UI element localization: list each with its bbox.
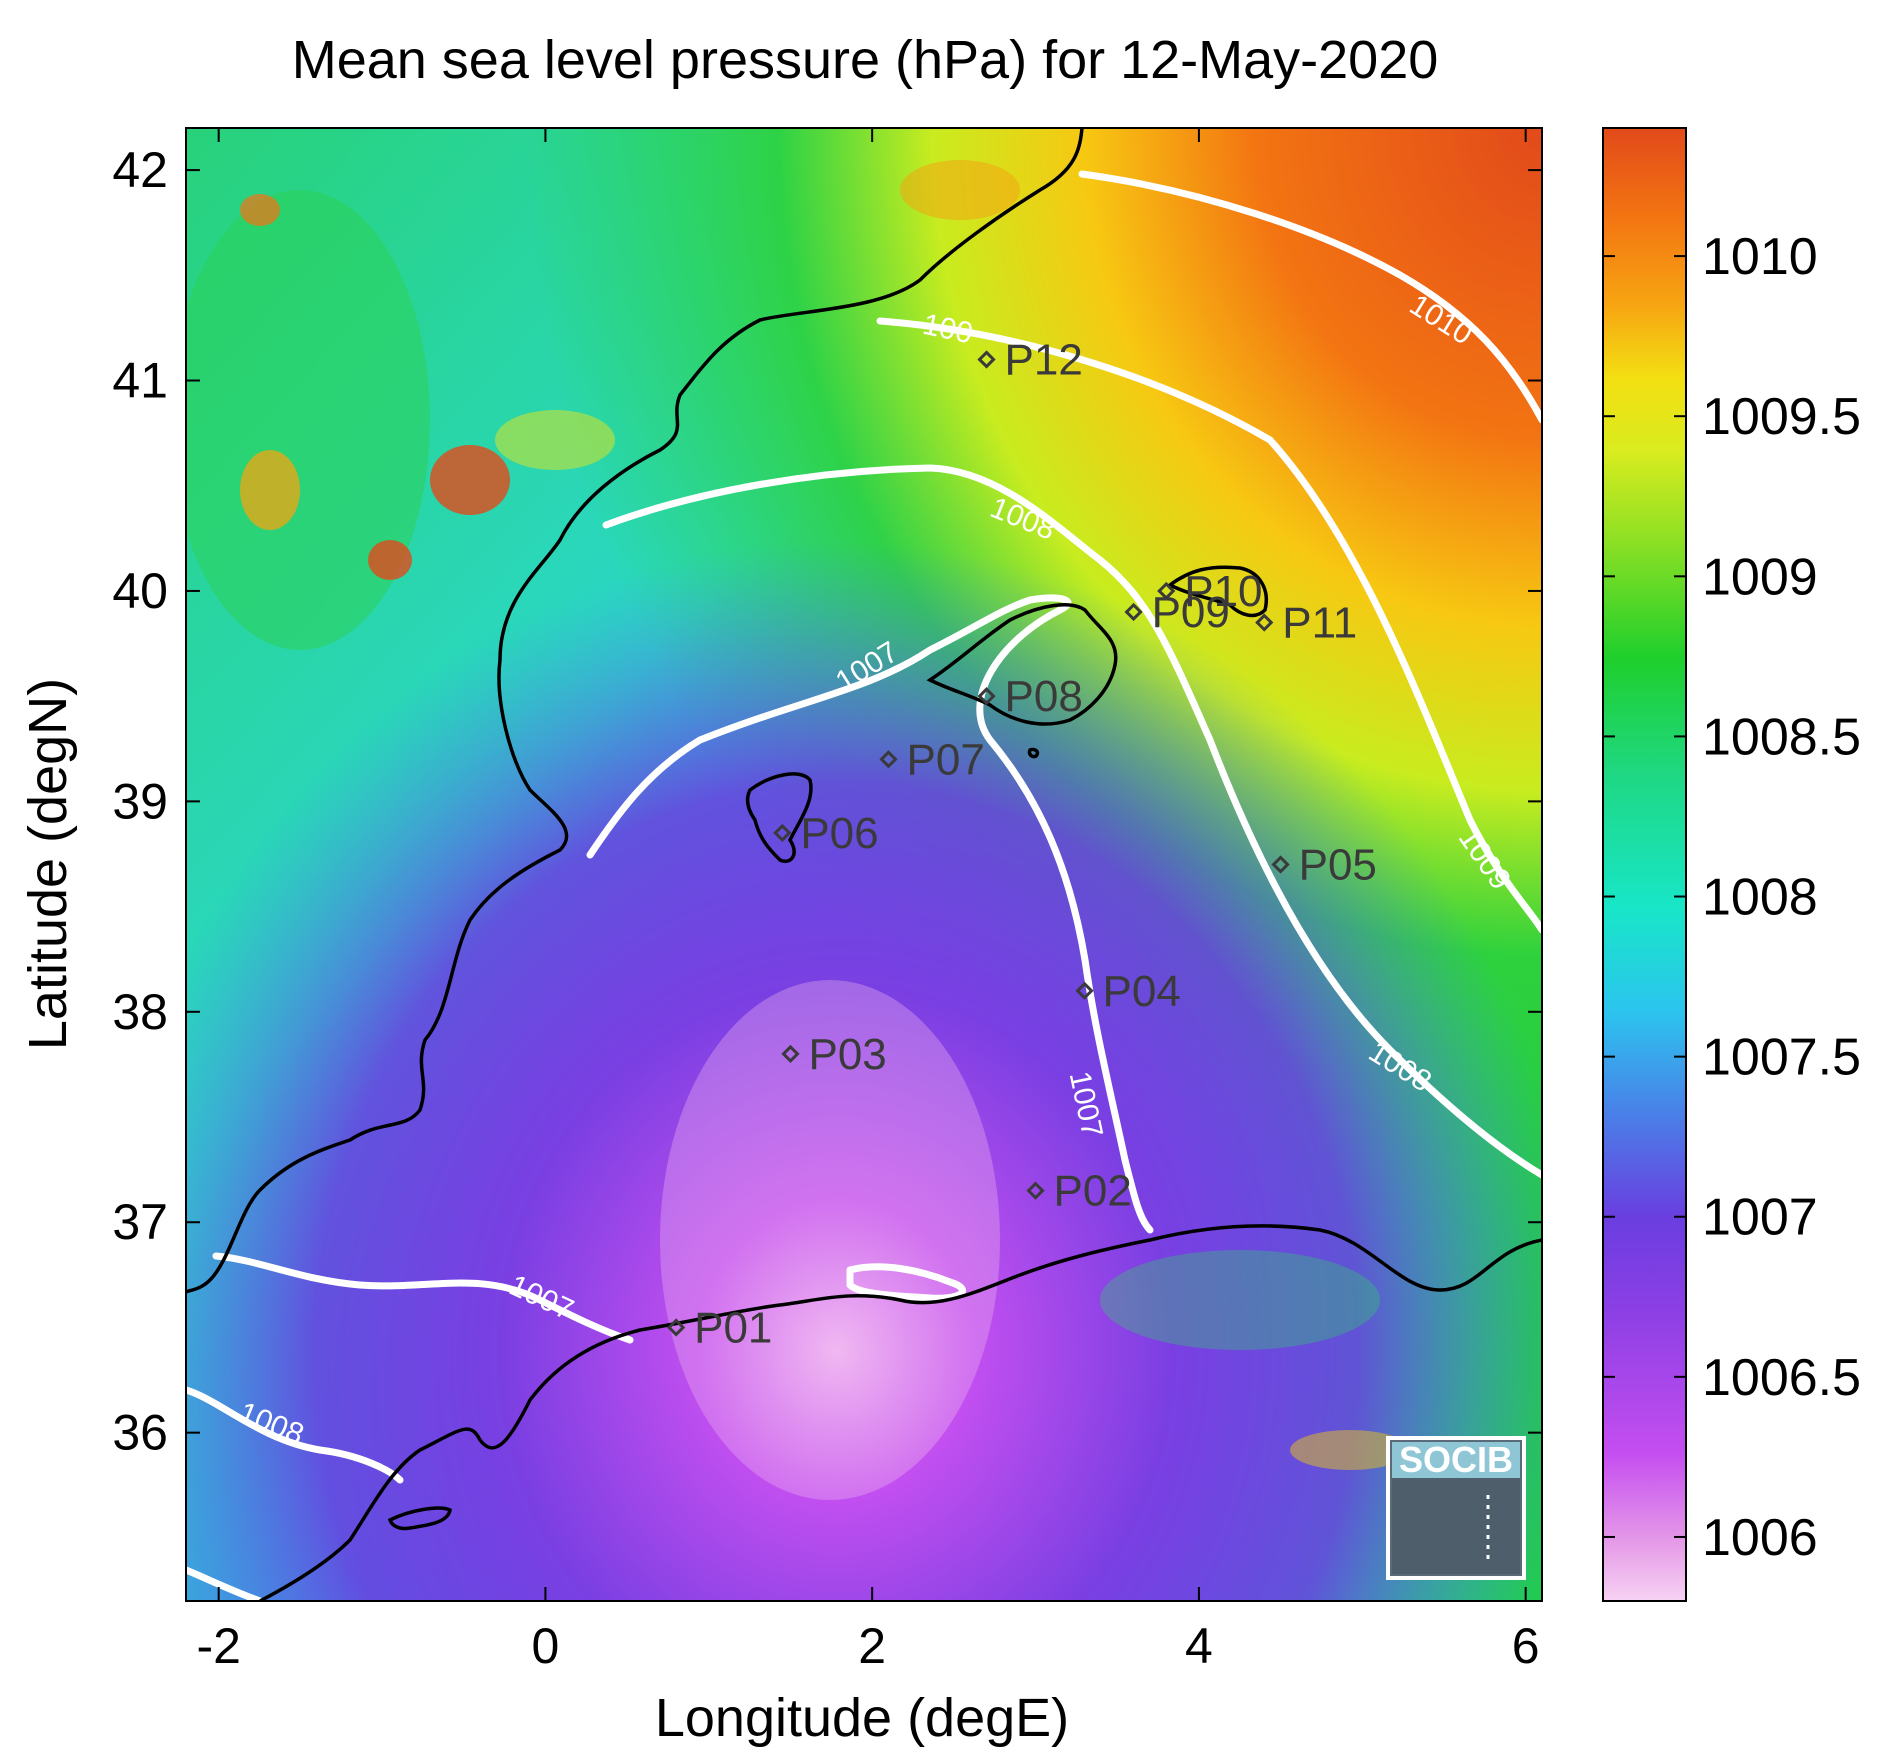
colorbar-tick-label: 1006 xyxy=(1702,1509,1818,1567)
isobar-1008-north xyxy=(602,464,1542,1179)
colorbar-tick-label: 1008.5 xyxy=(1702,708,1861,766)
isobar-1008-south xyxy=(186,1386,404,1484)
isobar-1008-corner xyxy=(186,1566,264,1601)
isobar-1007-south xyxy=(212,1252,634,1344)
isobar-1009 xyxy=(876,317,1542,934)
socib-logo: SOCIB xyxy=(1386,1436,1526,1580)
y-tick-label: 39 xyxy=(112,773,168,829)
colorbar-tick-label: 1007 xyxy=(1702,1189,1818,1247)
station-label: P06 xyxy=(800,809,878,858)
menorca-island xyxy=(1166,565,1268,618)
station-marker xyxy=(1271,855,1290,874)
station-label: P04 xyxy=(1103,967,1181,1016)
colorbar-tick-label: 1008 xyxy=(1702,869,1818,927)
colorbar-tick-label: 1007.5 xyxy=(1702,1029,1861,1087)
colorbar-tick-label: 1009.5 xyxy=(1702,388,1861,446)
y-tick-label: 36 xyxy=(112,1405,168,1461)
x-axis-label: Longitude (degE) xyxy=(655,1688,1069,1748)
y-tick-label: 40 xyxy=(112,563,168,619)
chart-title: Mean sea level pressure (hPa) for 12-May… xyxy=(292,30,1439,90)
station-marker xyxy=(879,750,898,769)
y-axis-label: Latitude (degN) xyxy=(18,678,78,1050)
x-tick-label: 6 xyxy=(1512,1618,1540,1674)
cabrera-island xyxy=(1027,747,1040,759)
station-marker xyxy=(1075,981,1094,1000)
x-tick-label: 4 xyxy=(1185,1618,1213,1674)
station-label: P07 xyxy=(907,735,985,784)
station-label: P02 xyxy=(1054,1167,1132,1216)
isobar-1006-coast xyxy=(846,1263,967,1302)
colorbar-tick-label: 1009 xyxy=(1702,548,1818,606)
x-axis-ticks: -2 0 2 4 6 xyxy=(196,128,1540,1674)
station-marker xyxy=(773,823,792,843)
station-label: P01 xyxy=(694,1303,772,1352)
y-tick-label: 38 xyxy=(112,984,168,1040)
station-marker xyxy=(781,1044,800,1064)
colorbar-tick-label: 1006.5 xyxy=(1702,1349,1861,1407)
y-tick-label: 41 xyxy=(112,353,168,409)
x-tick-label: 2 xyxy=(858,1618,886,1674)
colorbar-tick-label: 1010 xyxy=(1702,228,1818,286)
station-marker xyxy=(1157,581,1176,601)
x-tick-label: -2 xyxy=(196,1618,240,1674)
isobar-1007-central xyxy=(586,594,1154,1234)
station-label: P10 xyxy=(1184,567,1262,616)
station-marker xyxy=(977,350,996,369)
station-label: P12 xyxy=(1005,335,1083,384)
iberian-coast xyxy=(186,128,1084,1294)
station-label: P05 xyxy=(1299,841,1377,890)
y-axis-ticks: 36 37 38 39 40 41 42 xyxy=(112,142,1542,1461)
station-marker xyxy=(1255,613,1274,632)
y-tick-label: 42 xyxy=(112,142,168,198)
mallorca-island xyxy=(926,603,1118,726)
y-tick-label: 37 xyxy=(112,1194,168,1250)
station-label: P03 xyxy=(808,1030,886,1079)
isobar-1010 xyxy=(1078,170,1542,424)
alboran-islet xyxy=(387,1506,452,1531)
station-label: P11 xyxy=(1282,599,1357,648)
station-marker xyxy=(977,687,996,706)
colorbar-ticks: 1006 1006.5 1007 1007.5 1008 1008.5 1009 1009.5… xyxy=(1603,228,1861,1567)
colorbar xyxy=(1602,127,1687,1602)
coastlines xyxy=(186,128,1542,1601)
ibiza-island xyxy=(745,772,813,863)
logo-text: SOCIB xyxy=(1399,1439,1513,1480)
plot-frame xyxy=(185,127,1543,1602)
station-marker xyxy=(666,1318,686,1337)
station-marker xyxy=(1026,1181,1045,1200)
pressure-field xyxy=(186,128,1542,1601)
x-tick-label: 0 xyxy=(532,1618,560,1674)
north-african-coast xyxy=(259,1224,1542,1601)
station-label: P08 xyxy=(1005,672,1083,721)
isobars xyxy=(186,170,1542,1601)
station-marker xyxy=(1124,602,1143,622)
